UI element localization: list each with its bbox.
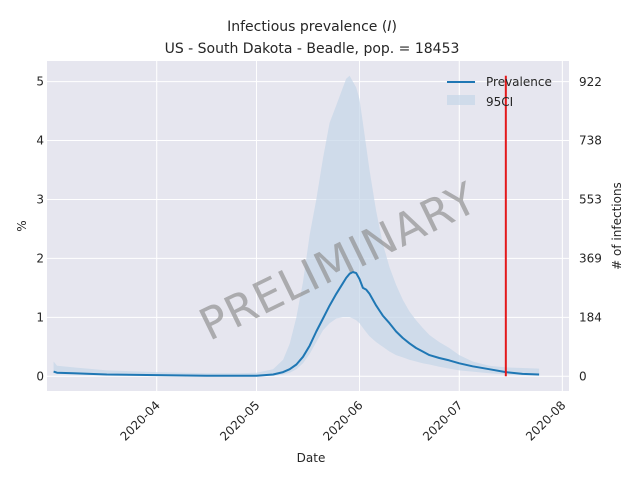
y-tick-label: 4 <box>36 134 44 148</box>
y-right-tick-label: 553 <box>579 193 602 207</box>
legend-ci-label: 95CI <box>486 95 513 109</box>
y-right-tick-label: 369 <box>579 251 602 265</box>
prevalence-line-layer <box>53 271 540 377</box>
y-right-tick-label: 922 <box>579 75 602 89</box>
y-right-tick-label: 0 <box>579 369 587 383</box>
legend: Prevalence 95CI <box>447 75 552 109</box>
chart-title: Infectious prevalence (I) <box>227 19 397 35</box>
x-axis-label: Date <box>297 451 326 465</box>
y-right-tick-label: 738 <box>579 134 602 148</box>
y-right-tick-label: 184 <box>579 311 602 325</box>
y-axis-right-label: # of infections <box>610 182 624 270</box>
legend-ci-swatch <box>447 95 475 105</box>
y-tick-label: 5 <box>36 75 44 89</box>
y-tick-label: 2 <box>36 251 44 265</box>
y-axis-label: % <box>15 220 29 231</box>
y-tick-label: 1 <box>36 310 44 324</box>
y-tick-label: 0 <box>36 369 44 383</box>
y-tick-label: 3 <box>36 192 44 206</box>
chart-subtitle: US - South Dakota - Beadle, pop. = 18453 <box>165 41 460 57</box>
prevalence-line <box>53 271 540 377</box>
legend-prevalence-label: Prevalence <box>486 75 552 89</box>
